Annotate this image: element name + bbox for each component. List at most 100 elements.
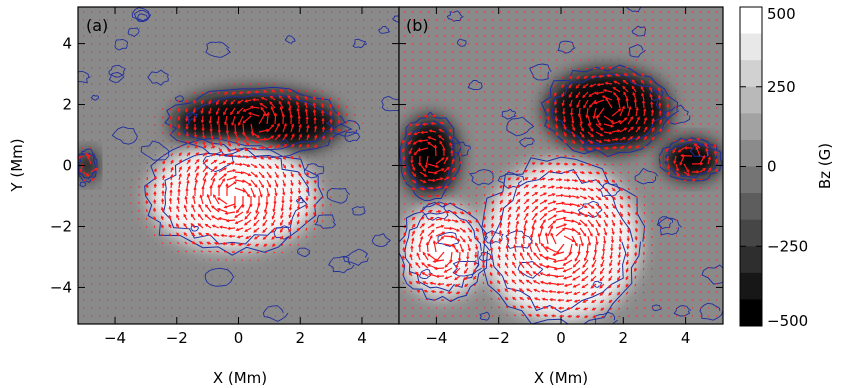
field-vector-head xyxy=(416,148,421,152)
field-vector xyxy=(547,193,555,197)
field-vector-head xyxy=(306,124,310,129)
field-vector-head xyxy=(554,110,558,114)
field-vector-head xyxy=(210,136,214,140)
field-vector xyxy=(571,123,575,131)
field-vector xyxy=(578,107,581,117)
field-vector xyxy=(483,201,486,205)
x-tick-label: −2 xyxy=(166,329,188,347)
field-vector-head xyxy=(643,116,648,121)
field-vector-head xyxy=(554,118,558,122)
field-vector xyxy=(202,172,208,181)
field-vector-head xyxy=(576,75,580,80)
field-vector xyxy=(594,99,605,104)
field-vector xyxy=(322,171,324,174)
field-vector-head xyxy=(194,141,198,146)
field-vector-head xyxy=(562,269,567,273)
field-vector-head xyxy=(422,281,426,285)
field-vector-head xyxy=(455,249,459,253)
field-vector xyxy=(427,163,439,168)
field-vector xyxy=(278,101,284,109)
field-vector xyxy=(191,204,196,213)
field-vector-head xyxy=(460,249,464,253)
field-vector-head xyxy=(272,208,276,213)
field-vector-head xyxy=(532,261,536,266)
field-vector xyxy=(459,203,463,206)
field-vector-head xyxy=(94,167,99,171)
field-vector xyxy=(699,155,706,165)
contour-line xyxy=(592,280,603,288)
field-vector-head xyxy=(534,192,539,196)
field-vector xyxy=(582,259,589,268)
field-vector xyxy=(177,99,180,103)
field-vector-head xyxy=(236,143,241,147)
field-vector-head xyxy=(199,194,203,198)
field-vector-head xyxy=(200,119,205,124)
field-vector xyxy=(233,83,236,85)
field-vector xyxy=(491,185,494,189)
field-vector-head xyxy=(468,220,473,224)
field-vector xyxy=(185,99,188,103)
field-vector xyxy=(242,163,250,167)
field-vector-head xyxy=(221,242,226,246)
field-vector-head xyxy=(278,95,282,99)
field-vector xyxy=(577,67,581,70)
field-vector xyxy=(603,227,607,236)
field-vector xyxy=(642,283,645,286)
colorbar-tick-label: −500 xyxy=(767,312,808,330)
field-vector-head xyxy=(213,153,217,156)
field-vector-head xyxy=(514,235,518,240)
field-vector xyxy=(523,213,529,221)
field-vector xyxy=(218,131,222,140)
contour-line xyxy=(284,35,296,44)
field-vector-head xyxy=(291,143,295,147)
field-vector-head xyxy=(433,266,438,271)
field-vector-head xyxy=(421,122,426,126)
field-vector xyxy=(226,169,236,173)
field-vector xyxy=(427,179,436,182)
contour-line xyxy=(108,64,126,78)
field-vector xyxy=(601,251,605,260)
contour-line xyxy=(551,73,666,147)
field-vector-head xyxy=(407,132,411,136)
colorbar-level xyxy=(740,113,762,141)
field-vector xyxy=(184,241,188,245)
field-vector-head xyxy=(650,100,654,105)
field-vector-head xyxy=(430,186,435,190)
contour-line xyxy=(377,25,391,34)
field-vector xyxy=(145,226,148,229)
field-vector-head xyxy=(296,228,300,233)
field-vector-head xyxy=(223,173,228,177)
field-vector-head xyxy=(617,292,621,296)
field-vector xyxy=(627,106,631,117)
field-vector xyxy=(531,206,538,213)
field-vector-head xyxy=(259,194,263,198)
field-vector-head xyxy=(290,182,294,187)
panel-b-ticks: −4 −2 0 2 4 xyxy=(399,7,723,347)
field-vector-head xyxy=(567,186,572,190)
field-vector-head xyxy=(634,260,638,265)
field-vector-head xyxy=(568,94,572,99)
field-vector xyxy=(271,219,276,226)
field-vector-head xyxy=(162,160,165,164)
field-vector-head xyxy=(525,212,529,217)
x-tick-label: 0 xyxy=(234,329,244,347)
field-vector-head xyxy=(306,133,310,138)
field-vector xyxy=(410,115,413,118)
field-vector-head xyxy=(268,165,272,170)
field-vector xyxy=(201,91,204,95)
field-vector-head xyxy=(666,119,670,124)
contour-line xyxy=(631,25,647,37)
field-vector xyxy=(161,242,164,245)
field-vector-head xyxy=(415,271,419,275)
field-vector-head xyxy=(279,106,283,110)
field-vector-head xyxy=(428,129,433,133)
field-vector-head xyxy=(221,153,226,157)
field-vector-head xyxy=(196,158,200,163)
field-vector xyxy=(523,162,527,165)
field-vector-head xyxy=(540,289,545,293)
field-vector xyxy=(611,235,614,243)
field-vector xyxy=(435,231,445,237)
contour-line xyxy=(658,217,682,236)
field-vector-head xyxy=(714,158,719,162)
field-vector-head xyxy=(692,178,697,182)
